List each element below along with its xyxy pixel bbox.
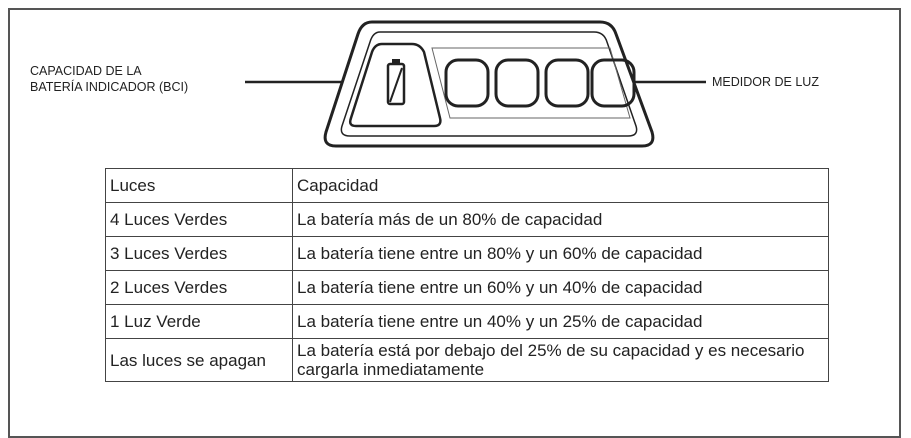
table-row: 3 Luces Verdes La batería tiene entre un … [105,236,829,271]
capacity-table: Luces Capacidad 4 Luces Verdes La batería… [105,168,829,382]
page: {"labels":{"bci":["CAPACIDAD DE LA","BAT… [8,8,901,438]
table-cell: 1 Luz Verde [105,304,293,339]
header-cell: Capacidad [292,168,829,203]
meter-label: MEDIDOR DE LUZ [712,75,819,89]
table-row: 4 Luces Verdes La batería más de un 80% d… [105,202,829,237]
table-cell: Las luces se apagan [105,338,293,382]
device-diagram [245,20,706,148]
table-cell: La batería más de un 80% de capacidad [292,202,829,237]
table-cell: La batería está por debajo del 25% de su… [292,338,829,382]
table-row: Las luces se apagan La batería está por d… [105,338,829,382]
table-row: 1 Luz Verde La batería tiene entre un 40%… [105,304,829,339]
table-cell: 2 Luces Verdes [105,270,293,305]
bci-label-line: BATERÍA INDICADOR (BCI) [30,80,189,94]
header-cell: Luces [105,168,293,203]
bci-label: CAPACIDAD DE LA BATERÍA INDICADOR (BCI) [30,63,188,95]
table-cell: 4 Luces Verdes [105,202,293,237]
table-cell: La batería tiene entre un 40% y un 25% d… [292,304,829,339]
table-cell: 3 Luces Verdes [105,236,293,271]
table-cell: La batería tiene entre un 60% y un 40% d… [292,270,829,305]
bci-label-line: CAPACIDAD DE LA [30,64,142,78]
table-body: Luces Capacidad 4 Luces Verdes La batería… [105,168,829,382]
table-header: Luces Capacidad [105,168,829,203]
table-cell: La batería tiene entre un 80% y un 60% d… [292,236,829,271]
table-row: 2 Luces Verdes La batería tiene entre un … [105,270,829,305]
